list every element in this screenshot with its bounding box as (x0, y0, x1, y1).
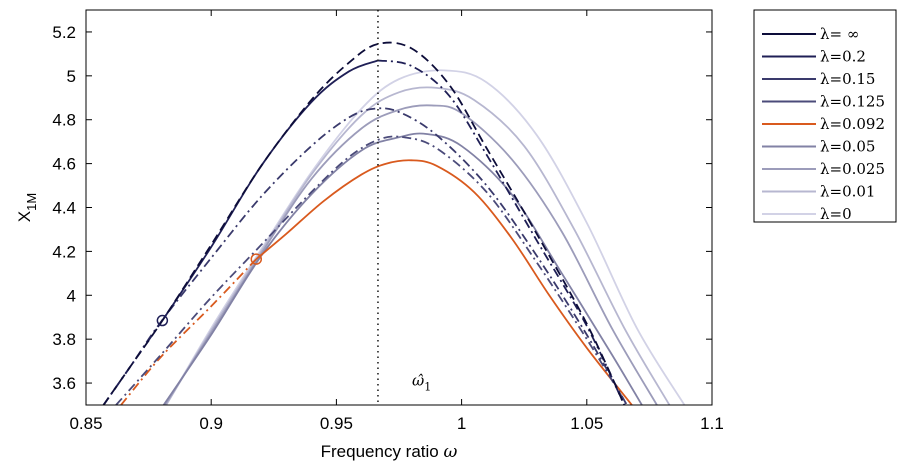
y-tick-label: 4.4 (52, 199, 76, 218)
series-line-5 (162, 132, 643, 405)
series-line-8 (165, 69, 686, 405)
legend-label: λ=0 (820, 205, 852, 223)
x-tick-label: 1.05 (570, 414, 603, 433)
y-tick-label: 4.8 (52, 111, 76, 130)
y-axis-label: X1M (15, 193, 39, 222)
series-segment (102, 41, 626, 405)
series-segment (164, 104, 658, 405)
y-tick-label: 3.8 (52, 330, 76, 349)
series-line-6 (164, 104, 658, 405)
series-segment (255, 159, 633, 405)
marker-circle (156, 314, 169, 327)
y-tick-label: 4.6 (52, 155, 76, 174)
series-segment (161, 59, 379, 322)
y-tick-label: 4 (67, 286, 76, 305)
legend-label: λ=0.2 (820, 48, 866, 66)
legend-box (753, 9, 897, 223)
legend: λ= ∞ λ=0.2 λ=0.15 λ=0.125 λ=0.092 λ=0.05 λ=0.0… (753, 9, 897, 223)
legend-label: λ=0.125 (820, 93, 885, 111)
series-segment (162, 132, 643, 405)
series-line-3 (115, 135, 628, 405)
marker-circle (250, 253, 263, 265)
legend-label: λ=0.05 (820, 138, 875, 156)
legend-label: λ=0.15 (820, 70, 875, 88)
series-segment (377, 59, 626, 405)
series-segment (120, 258, 257, 405)
x-tick-label: 1.1 (700, 414, 724, 433)
y-tick-label: 5 (67, 67, 76, 86)
series-line-7 (165, 86, 671, 405)
plot-area (102, 10, 686, 405)
x-tick-label: 0.95 (320, 414, 353, 433)
series-segment (165, 86, 671, 405)
series-line-0 (102, 41, 626, 405)
axes-frame (85, 9, 713, 406)
x-tick-label: 0.9 (199, 414, 223, 433)
series-segment (165, 69, 686, 405)
x-tick-label: 0.85 (69, 414, 102, 433)
vline-label: ω̂1 (412, 371, 431, 393)
y-tick-label: 4.2 (52, 242, 76, 261)
y-tick-label: 5.2 (52, 23, 76, 42)
legend-label: λ=0.025 (820, 160, 885, 178)
y-tick-label: 3.6 (52, 374, 76, 393)
axes: ω̂1 0.85 0.9 0.95 1 1.05 1.1 3.6 3.8 4 4.2 4.4 4.6 4.… (15, 9, 724, 462)
x-axis-label: Frequency ratio ω (321, 442, 458, 462)
legend-label: λ= ∞ (820, 25, 859, 43)
legend-label: λ=0.092 (820, 115, 885, 133)
x-tick-label: 1 (457, 414, 466, 433)
series-line-4 (120, 159, 633, 405)
series-segment (115, 135, 628, 405)
legend-label: λ=0.01 (820, 183, 875, 201)
